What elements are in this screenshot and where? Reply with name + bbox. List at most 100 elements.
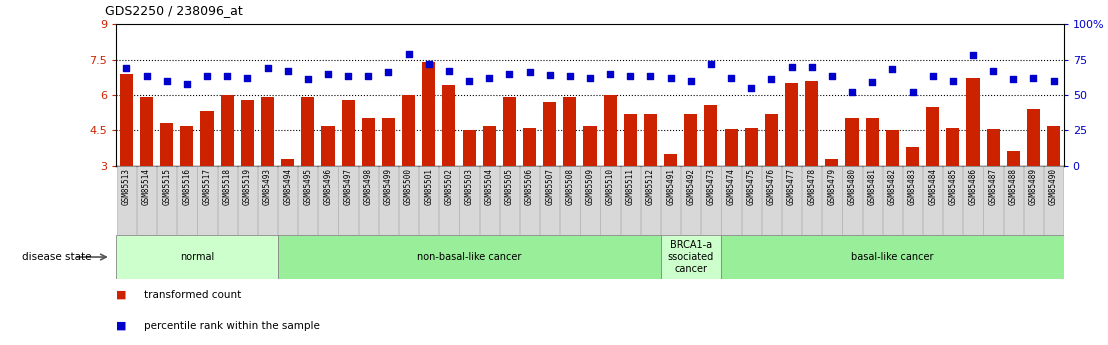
Point (238, 75, 256, 81)
Bar (721, 166, 741, 235)
Text: GSM85480: GSM85480 (848, 168, 856, 205)
Bar (140, 97, 153, 166)
Bar (258, 166, 277, 235)
Text: GSM85487: GSM85487 (988, 168, 997, 205)
Bar (137, 166, 156, 235)
Text: GSM85504: GSM85504 (484, 168, 494, 205)
Point (782, 64, 800, 69)
Bar (483, 126, 495, 166)
Bar (966, 78, 979, 166)
Text: GSM85508: GSM85508 (565, 168, 574, 205)
Bar (721, 236, 1064, 278)
Bar (986, 129, 999, 166)
Bar (705, 106, 718, 166)
Bar (584, 126, 596, 166)
Bar (885, 130, 899, 166)
Text: GSM85488: GSM85488 (1008, 168, 1018, 205)
Bar (923, 166, 942, 235)
Point (400, 51, 418, 57)
Bar (1007, 151, 1019, 166)
Point (541, 72, 558, 78)
Text: GSM85498: GSM85498 (363, 168, 372, 205)
Text: non-basal-like cancer: non-basal-like cancer (417, 252, 521, 262)
Point (117, 65, 135, 71)
Bar (382, 118, 394, 166)
Bar (761, 166, 781, 235)
Bar (862, 166, 882, 235)
Bar (341, 100, 355, 166)
Bar (782, 166, 801, 235)
Bar (422, 62, 435, 166)
Bar (201, 111, 214, 166)
Bar (439, 166, 459, 235)
Point (661, 75, 679, 81)
Point (742, 85, 760, 90)
Text: GSM85505: GSM85505 (505, 168, 514, 205)
Bar (281, 159, 295, 166)
Point (198, 74, 216, 79)
Point (622, 74, 639, 79)
Bar (116, 236, 278, 278)
Bar (822, 166, 842, 235)
Bar (825, 159, 839, 166)
Text: GSM85513: GSM85513 (122, 168, 131, 205)
Text: GSM85497: GSM85497 (343, 168, 352, 205)
Bar (503, 97, 516, 166)
Text: disease state: disease state (22, 252, 92, 262)
Text: ■: ■ (116, 321, 126, 331)
Text: GSM85481: GSM85481 (868, 168, 876, 205)
Bar (845, 118, 859, 166)
Text: GSM85519: GSM85519 (243, 168, 252, 205)
Text: GSM85486: GSM85486 (968, 168, 977, 205)
Bar (462, 130, 475, 166)
Bar (197, 166, 217, 235)
Text: GSM85477: GSM85477 (787, 168, 796, 205)
Text: GSM85494: GSM85494 (284, 168, 293, 205)
Point (137, 74, 155, 79)
Bar (620, 166, 640, 235)
Bar (664, 154, 677, 166)
Bar (604, 95, 617, 166)
Bar (318, 166, 338, 235)
Point (681, 78, 699, 83)
Bar (661, 166, 680, 235)
Bar (298, 166, 318, 235)
Point (702, 61, 720, 67)
Bar (563, 97, 576, 166)
Point (602, 71, 619, 76)
Text: GSM85503: GSM85503 (464, 168, 473, 205)
Point (904, 89, 922, 95)
Text: BRCA1-a
ssociated
cancer: BRCA1-a ssociated cancer (668, 240, 714, 274)
Text: transformed count: transformed count (144, 290, 242, 300)
Text: GSM85476: GSM85476 (767, 168, 776, 205)
Text: GSM85506: GSM85506 (525, 168, 534, 205)
Text: basal-like cancer: basal-like cancer (851, 252, 934, 262)
Text: GSM85489: GSM85489 (1029, 168, 1038, 205)
Point (380, 69, 398, 75)
Text: GSM85496: GSM85496 (324, 168, 332, 205)
Bar (681, 166, 700, 235)
Bar (321, 126, 335, 166)
Bar (963, 166, 983, 235)
Bar (1004, 166, 1023, 235)
Bar (660, 236, 721, 278)
Bar (500, 166, 519, 235)
Bar (943, 166, 963, 235)
Bar (581, 166, 599, 235)
Point (944, 78, 962, 83)
Bar (157, 166, 176, 235)
Point (501, 71, 519, 76)
Bar (338, 166, 358, 235)
Point (420, 61, 438, 67)
Bar (543, 102, 556, 166)
Bar (1027, 109, 1040, 166)
Bar (442, 86, 455, 166)
Bar (120, 73, 133, 166)
Text: GSM85478: GSM85478 (808, 168, 817, 205)
Bar (278, 236, 660, 278)
Text: GSM85518: GSM85518 (223, 168, 232, 205)
Text: GSM85483: GSM85483 (909, 168, 917, 205)
Bar (523, 128, 536, 166)
Bar (786, 83, 798, 166)
Bar (238, 166, 257, 235)
